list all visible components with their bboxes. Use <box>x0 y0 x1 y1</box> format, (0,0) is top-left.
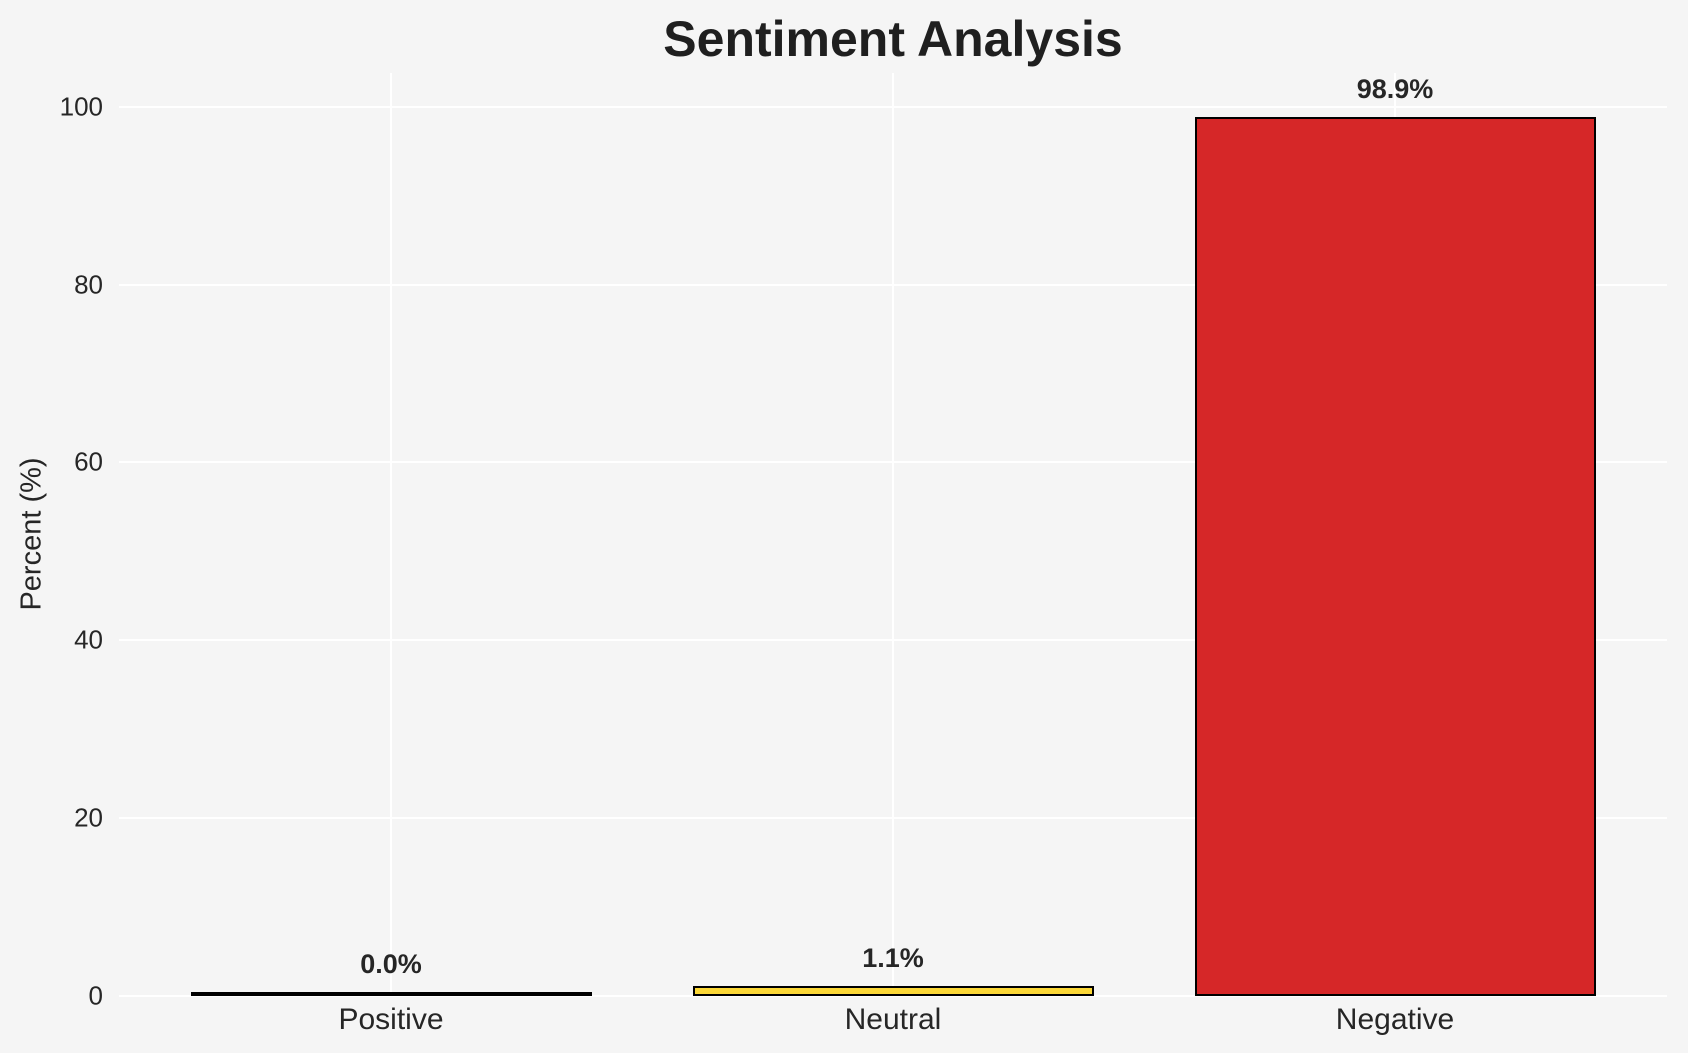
category-label-neutral: Neutral <box>844 1003 942 1036</box>
chart-title: Sentiment Analysis <box>663 11 1123 67</box>
bar-neutral <box>692 986 1094 996</box>
ytick-label-60: 60 <box>74 446 103 477</box>
bar-negative <box>1194 117 1596 996</box>
category-label-positive: Positive <box>338 1003 444 1036</box>
ytick-label-100: 100 <box>59 91 103 122</box>
value-label-neutral: 1.1% <box>862 943 924 973</box>
value-label-negative: 98.9% <box>1356 74 1434 104</box>
ytick-label-0: 0 <box>88 980 103 1011</box>
ytick-label-20: 20 <box>74 802 103 833</box>
gridline-x-neutral <box>892 73 894 996</box>
gridline-y-0 <box>119 995 1667 997</box>
gridline-x-positive <box>390 73 392 996</box>
plot-area: 0.0% 1.1% 98.9% <box>119 73 1667 997</box>
value-label-positive: 0.0% <box>360 949 422 979</box>
y-axis-label: Percent (%) <box>15 457 48 611</box>
bar-positive <box>190 992 592 996</box>
category-label-negative: Negative <box>1335 1003 1455 1036</box>
ytick-label-40: 40 <box>74 624 103 655</box>
ytick-label-80: 80 <box>74 269 103 300</box>
